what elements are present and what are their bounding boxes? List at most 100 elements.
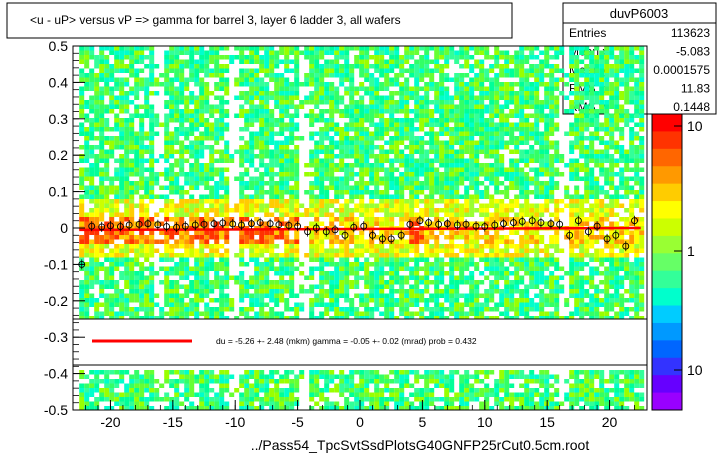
heatmap-cell [84, 217, 89, 222]
heatmap-cell [129, 51, 134, 56]
heatmap-cell [364, 64, 369, 69]
heatmap-cell [294, 96, 299, 101]
heatmap-cell [579, 114, 584, 119]
heatmap-cell [309, 109, 314, 114]
heatmap-cell [364, 285, 369, 290]
heatmap-cell [334, 186, 339, 191]
heatmap-cell [489, 213, 494, 218]
heatmap-cell [454, 181, 459, 186]
heatmap-cell [409, 177, 414, 182]
heatmap-cell [284, 141, 289, 146]
heatmap-cell [454, 231, 459, 236]
heatmap-cell [129, 271, 134, 276]
heatmap-cell [604, 100, 609, 105]
heatmap-cell [309, 114, 314, 119]
heatmap-cell [99, 213, 104, 218]
heatmap-cell [184, 109, 189, 114]
heatmap-cell [599, 217, 604, 222]
heatmap-cell [84, 60, 89, 65]
heatmap-cell [574, 186, 579, 191]
heatmap-cell [214, 298, 219, 303]
heatmap-cell [84, 240, 89, 245]
heatmap-cell [364, 91, 369, 96]
heatmap-cell [314, 285, 319, 290]
heatmap-cell [264, 109, 269, 114]
heatmap-cell [449, 114, 454, 119]
heatmap-cell [79, 253, 84, 258]
heatmap-cell [134, 271, 139, 276]
heatmap-cell [599, 163, 604, 168]
heatmap-cell [434, 253, 439, 258]
heatmap-cell [464, 253, 469, 258]
heatmap-cell [84, 127, 89, 132]
heatmap-cell [509, 181, 514, 186]
heatmap-cell [609, 123, 614, 128]
heatmap-cell [209, 55, 214, 60]
heatmap-cell [104, 177, 109, 182]
heatmap-cell [289, 289, 294, 294]
heatmap-cell [449, 159, 454, 164]
heatmap-cell [359, 127, 364, 132]
heatmap-cell [634, 69, 639, 74]
heatmap-cell [139, 163, 144, 168]
heatmap-cell [214, 262, 219, 267]
heatmap-cell [534, 168, 539, 173]
heatmap-cell [244, 91, 249, 96]
heatmap-cell [249, 136, 254, 141]
heatmap-cell [624, 208, 629, 213]
heatmap-cell [609, 208, 614, 213]
heatmap-cell [499, 235, 504, 240]
heatmap-cell [404, 163, 409, 168]
heatmap-cell [294, 258, 299, 263]
heatmap-cell [429, 280, 434, 285]
heatmap-cell [444, 60, 449, 65]
heatmap-cell [159, 123, 164, 128]
heatmap-cell [599, 186, 604, 191]
heatmap-cell [414, 168, 419, 173]
heatmap-cell [374, 168, 379, 173]
heatmap-cell [99, 69, 104, 74]
heatmap-cell [479, 244, 484, 249]
heatmap-cell [164, 154, 169, 159]
heatmap-cell [619, 177, 624, 182]
heatmap-cell [559, 276, 564, 281]
heatmap-cell [244, 181, 249, 186]
heatmap-cell [329, 199, 334, 204]
heatmap-cell [249, 208, 254, 213]
heatmap-cell [349, 177, 354, 182]
heatmap-cell [374, 280, 379, 285]
heatmap-cell [504, 271, 509, 276]
heatmap-cell [484, 177, 489, 182]
heatmap-cell [399, 262, 404, 267]
heatmap-cell [279, 217, 284, 222]
heatmap-cell [319, 87, 324, 92]
heatmap-cell [434, 213, 439, 218]
heatmap-cell [99, 87, 104, 92]
heatmap-cell [424, 280, 429, 285]
heatmap-cell [179, 276, 184, 281]
heatmap-cell [614, 190, 619, 195]
heatmap-cell [304, 55, 309, 60]
heatmap-cell [84, 253, 89, 258]
heatmap-cell [249, 96, 254, 101]
heatmap-cell [139, 177, 144, 182]
heatmap-cell [554, 55, 559, 60]
heatmap-cell [219, 231, 224, 236]
heatmap-cell [269, 258, 274, 263]
heatmap-cell [394, 267, 399, 272]
heatmap-cell [409, 69, 414, 74]
heatmap-cell [524, 190, 529, 195]
heatmap-cell [264, 190, 269, 195]
heatmap-cell [424, 249, 429, 254]
heatmap-cell [389, 118, 394, 123]
heatmap-cell [289, 96, 294, 101]
heatmap-cell [524, 163, 529, 168]
heatmap-cell [639, 73, 644, 78]
heatmap-cell [84, 213, 89, 218]
heatmap-cell [569, 244, 574, 249]
heatmap-cell [234, 114, 239, 119]
heatmap-cell [94, 244, 99, 249]
heatmap-cell [249, 285, 254, 290]
heatmap-cell [524, 118, 529, 123]
heatmap-cell [489, 69, 494, 74]
